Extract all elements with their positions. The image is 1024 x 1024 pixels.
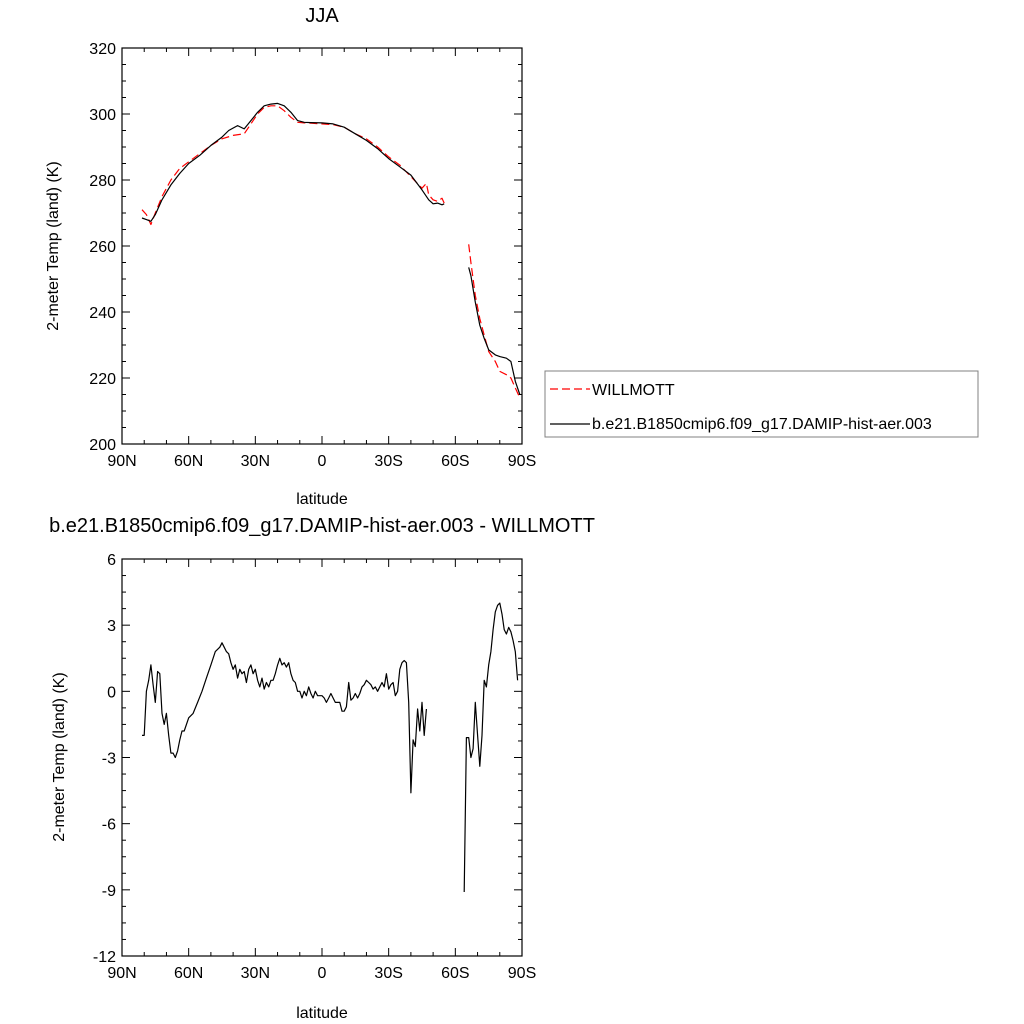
bottom-x-tick-label: 60N [174, 965, 203, 982]
bottom-series-line-1 [142, 602, 519, 893]
top-panel: JJA 90N 60N 30N 0 30S 60S 90S 200 220 240 260 280 30… [45, 5, 536, 508]
bottom-y-tick-label: -12 [93, 949, 116, 966]
top-series-line-1 [141, 105, 521, 399]
top-y-tick-label: 200 [89, 437, 116, 454]
top-x-tick-label: 0 [318, 453, 327, 470]
top-x-tick-label: 90S [508, 453, 536, 470]
bottom-plot-frame [121, 558, 523, 957]
bottom-x-tick-label: 0 [318, 965, 327, 982]
bottom-y-tick-label: 0 [107, 684, 116, 701]
top-x-tick-label: 90N [107, 453, 136, 470]
bottom-panel: b.e21.B1850cmip6.f09_g17.DAMIP-hist-aer.… [49, 515, 595, 1022]
top-y-tick-label: 280 [89, 173, 116, 190]
top-y-axis-label: 2-meter Temp (land) (K) [45, 161, 62, 331]
bottom-y-axis-label: 2-meter Temp (land) (K) [51, 672, 68, 842]
top-x-tick-label: 60N [174, 453, 203, 470]
bottom-x-tick-label: 90N [107, 965, 136, 982]
bottom-chart-title: b.e21.B1850cmip6.f09_g17.DAMIP-hist-aer.… [49, 515, 595, 537]
bottom-x-tick-label: 30N [241, 965, 270, 982]
bottom-y-tick-label: 6 [107, 552, 116, 569]
legend: WILLMOTT b.e21.B1850cmip6.f09_g17.DAMIP-… [544, 370, 979, 438]
bottom-x-tick-label: 30S [374, 965, 402, 982]
top-chart-title: JJA [305, 5, 339, 27]
top-y-tick-label: 220 [89, 371, 116, 388]
bottom-y-tick-label: -9 [102, 883, 116, 900]
bottom-x-axis-label: latitude [296, 1005, 348, 1022]
bottom-x-tick-label: 60S [441, 965, 469, 982]
top-x-tick-label: 60S [441, 453, 469, 470]
top-series-line-2 [141, 102, 521, 395]
legend-box [544, 370, 979, 438]
bottom-y-tick-label: 3 [107, 618, 116, 635]
top-x-tick-label: 30N [241, 453, 270, 470]
bottom-y-tick-label: -6 [102, 817, 116, 834]
top-series [141, 102, 521, 399]
top-ticks: 90N 60N 30N 0 30S 60S 90S 200 220 240 260 280 300 320 [89, 41, 536, 470]
bottom-y-tick-label: -3 [102, 751, 116, 768]
top-y-tick-label: 260 [89, 239, 116, 256]
bottom-series [142, 602, 519, 893]
top-plot-frame [121, 47, 523, 445]
bottom-ticks: 90N 60N 30N 0 30S 60S 90S -12 -9 -6 -3 0 3 6 [93, 552, 536, 982]
top-x-tick-label: 30S [374, 453, 402, 470]
top-y-tick-label: 320 [89, 41, 116, 58]
legend-model-label: b.e21.B1850cmip6.f09_g17.DAMIP-hist-aer.… [592, 416, 932, 433]
bottom-x-tick-label: 90S [508, 965, 536, 982]
top-x-axis-label: latitude [296, 491, 348, 508]
top-y-tick-label: 300 [89, 107, 116, 124]
legend-willmott-label: WILLMOTT [592, 382, 675, 399]
top-y-tick-label: 240 [89, 305, 116, 322]
